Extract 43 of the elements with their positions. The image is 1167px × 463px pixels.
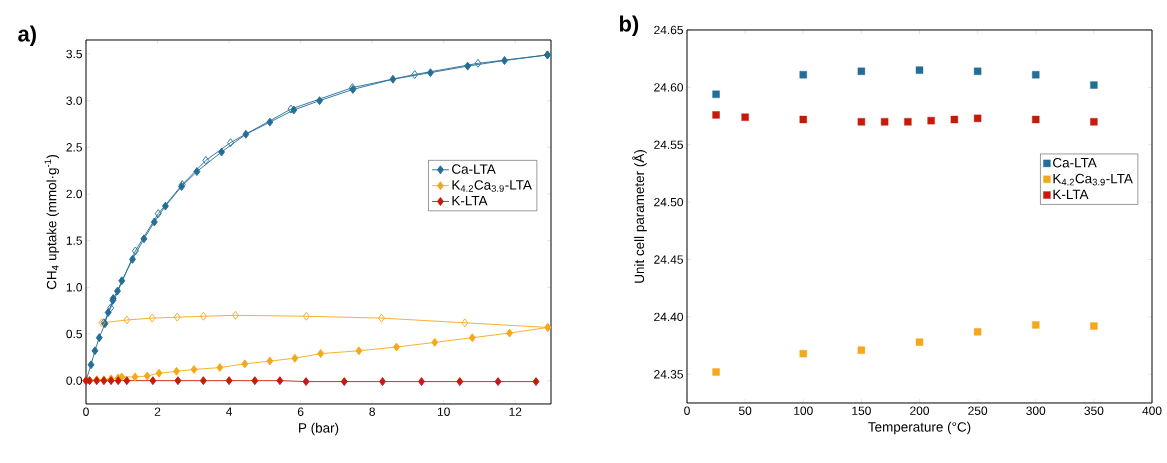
y-tick-label: 24.45 (654, 255, 683, 264)
y-tick-label: 24.60 (654, 83, 684, 92)
x-tick-label: 150 (852, 406, 871, 415)
x-tick-label: 4 (226, 407, 233, 416)
x-tick-label: 400 (1142, 406, 1162, 415)
y-tick-label: 0.5 (66, 329, 82, 339)
x-tick-label: 200 (910, 406, 930, 415)
x-tick-label: 50 (738, 406, 752, 415)
y-tick-label: 2.0 (66, 189, 83, 199)
y-axis-title: Unit cell parameter (Å) (632, 150, 647, 283)
chart-title: a) (18, 25, 36, 46)
y-tick-label: 24.50 (654, 197, 684, 207)
y-tick-label: 1.5 (66, 236, 82, 245)
x-axis-title: Temperature (°C) (868, 421, 971, 435)
y-tick-label: 2.5 (66, 143, 82, 152)
y-tick-label: 24.40 (654, 312, 684, 322)
legend-label: K-LTA (1053, 189, 1089, 199)
x-tick-label: 0 (684, 406, 690, 415)
legend-label: K-LTA (452, 196, 488, 206)
y-tick-label: 24.65 (654, 25, 683, 35)
x-tick-label: 12 (509, 407, 522, 416)
x-tick-label: 2 (154, 407, 161, 416)
legend-label: K$_{4.2}$Ca$_{3.9}$-LTA (1053, 173, 1133, 186)
x-tick-label: 300 (1026, 406, 1046, 415)
x-tick-label: 8 (369, 407, 375, 416)
y-tick-label: 0.0 (66, 376, 83, 385)
x-tick-label: 250 (968, 406, 988, 415)
legend-label: Ca-LTA (452, 164, 496, 174)
x-tick-label: 10 (437, 407, 450, 416)
x-tick-label: 0 (83, 407, 89, 416)
y-tick-label: 3.5 (66, 49, 82, 59)
x-tick-label: 100 (794, 406, 813, 415)
y-tick-label: 24.35 (654, 370, 683, 379)
y-tick-label: 3.0 (66, 96, 83, 105)
y-axis-title: CH$_{4}$ uptake (mmol·g$^{-1}$) (44, 154, 60, 290)
legend-label: K$_{4.2}$Ca$_{3.9}$-LTA (452, 180, 532, 192)
legend-label: Ca-LTA (1053, 157, 1097, 168)
x-tick-label: 6 (297, 407, 304, 416)
chart-title: b) (619, 15, 639, 36)
x-tick-label: 350 (1084, 406, 1104, 415)
x-axis-title: P (bar) (299, 422, 339, 436)
y-tick-label: 24.55 (654, 140, 683, 149)
y-tick-label: 1.0 (66, 283, 83, 292)
